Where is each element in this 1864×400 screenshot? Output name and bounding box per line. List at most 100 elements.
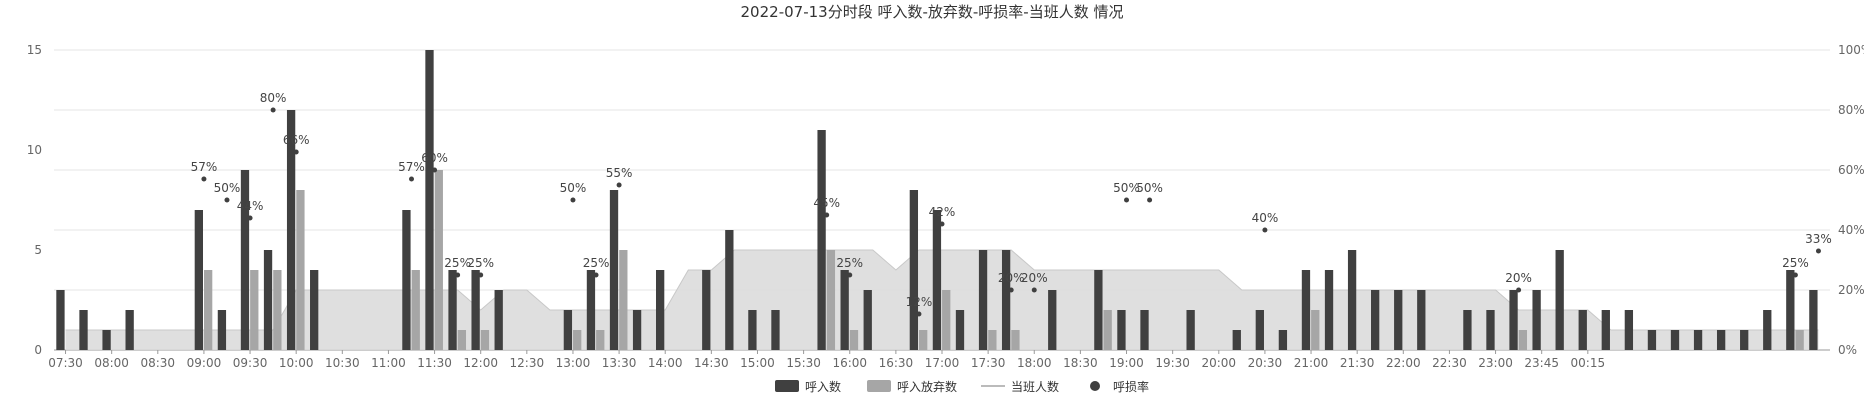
x-tick-label: 23:45 [1524, 356, 1559, 370]
incoming-bar [1255, 310, 1264, 350]
x-tick-label: 20:00 [1201, 356, 1236, 370]
loss-rate-label: 25% [444, 256, 471, 270]
loss-rate-point [224, 197, 230, 203]
x-tick-label: 11:30 [417, 356, 452, 370]
incoming-bar [1624, 310, 1634, 350]
incoming-bar [1463, 310, 1472, 350]
abandoned-bar [1311, 310, 1320, 350]
incoming-bar [125, 310, 134, 350]
loss-rate-label: 25% [583, 256, 610, 270]
x-tick-label: 12:00 [463, 356, 498, 370]
loss-rate-point [1792, 272, 1798, 278]
loss-rate-label: 55% [606, 166, 633, 180]
x-tick-label: 22:30 [1432, 356, 1467, 370]
abandoned-bar [826, 250, 836, 350]
incoming-bar [1763, 310, 1772, 350]
abandoned-bar [942, 290, 951, 350]
incoming-bar [1486, 310, 1495, 350]
x-tick-label: 13:30 [602, 356, 637, 370]
incoming-bar [1394, 290, 1403, 350]
abandoned-bar [480, 330, 490, 350]
abandoned-bar [988, 330, 997, 350]
abandoned-bar [1011, 330, 1020, 350]
y-right-tick-label: 80% [1838, 103, 1864, 117]
incoming-bar [725, 230, 734, 350]
loss-rate-label: 50% [1113, 181, 1140, 195]
incoming-bar [955, 310, 965, 350]
loss-rate-point [455, 272, 461, 278]
legend-label: 当班人数 [1011, 379, 1059, 394]
incoming-bar [655, 270, 665, 350]
incoming-bar [771, 310, 780, 350]
x-tick-label: 00:15 [1571, 356, 1606, 370]
loss-rate-label: 50% [560, 181, 587, 195]
incoming-bar [840, 270, 849, 350]
incoming-bar [586, 270, 596, 350]
loss-rate-point [1516, 287, 1522, 293]
incoming-bar [310, 270, 319, 350]
x-tick-label: 18:30 [1063, 356, 1098, 370]
loss-rate-point [293, 149, 299, 155]
legend: 呼入数 呼入放弃数 当班人数 呼损率 [775, 379, 1149, 394]
x-tick-label: 14:30 [694, 356, 729, 370]
x-tick-label: 23:00 [1478, 356, 1513, 370]
loss-rate-label: 20% [1021, 271, 1048, 285]
incoming-bar [1371, 290, 1380, 350]
abandoned-bar [619, 250, 628, 350]
loss-rate-point [1008, 287, 1014, 293]
abandoned-bar [434, 170, 443, 350]
x-tick-label: 15:30 [786, 356, 821, 370]
staff-line [65, 249, 1819, 331]
abandoned-bar [919, 330, 928, 350]
x-tick-label: 17:00 [925, 356, 960, 370]
incoming-bar [1670, 330, 1680, 350]
loss-rate-label: 60% [421, 151, 448, 165]
loss-rate-label: 80% [260, 91, 287, 105]
incoming-bar [402, 210, 411, 350]
loss-rate-label: 25% [1782, 256, 1809, 270]
legend-swatch [867, 380, 891, 392]
loss-rate-label: 57% [191, 160, 218, 174]
abandoned-bar [1103, 310, 1112, 350]
loss-rate-points: 57%50%44%80%66%57%60%25%25%50%25%55%45%2… [191, 91, 1832, 317]
loss-rate-point [847, 272, 853, 278]
x-tick-label: 16:00 [832, 356, 867, 370]
x-tick-label: 11:00 [371, 356, 406, 370]
incoming-bar [1048, 290, 1057, 350]
y-left-tick-label: 10 [27, 143, 42, 157]
loss-rate-label: 45% [813, 196, 840, 210]
loss-rate-label: 33% [1805, 232, 1832, 246]
incoming-bar [1532, 290, 1541, 350]
y-right-tick-label: 20% [1838, 283, 1864, 297]
loss-rate-label: 25% [467, 256, 494, 270]
incoming-bar [1001, 250, 1011, 350]
abandoned-bar [273, 270, 282, 350]
loss-rate-label: 25% [836, 256, 863, 270]
incoming-bar [425, 50, 434, 350]
incoming-bar [1140, 310, 1149, 350]
loss-rate-point [1124, 197, 1130, 203]
incoming-bar [1278, 330, 1288, 350]
x-tick-label: 10:00 [279, 356, 314, 370]
incoming-bar [1601, 310, 1610, 350]
x-tick-label: 08:30 [140, 356, 175, 370]
loss-rate-label: 50% [1136, 181, 1163, 195]
incoming-bar [102, 330, 111, 350]
staff-area [65, 249, 1819, 350]
abandoned-bar [296, 190, 305, 350]
incoming-bar [1186, 310, 1195, 350]
loss-rate-label: 50% [214, 181, 241, 195]
incoming-bar [1509, 290, 1518, 350]
incoming-bar [263, 250, 273, 350]
loss-rate-label: 20% [998, 271, 1025, 285]
loss-rate-label: 20% [1505, 271, 1532, 285]
incoming-bar [1301, 270, 1311, 350]
loss-rate-point [270, 107, 276, 113]
loss-rate-point [478, 272, 484, 278]
incoming-bar [448, 270, 457, 350]
x-tick-label: 21:30 [1340, 356, 1375, 370]
loss-rate-label: 57% [398, 160, 425, 174]
y-right-tick-label: 0% [1838, 343, 1857, 357]
incoming-bar [632, 310, 642, 350]
